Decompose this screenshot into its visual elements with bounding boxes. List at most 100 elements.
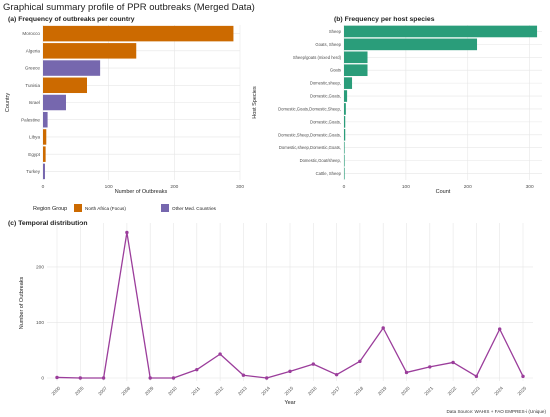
x-tick-label: 300 — [526, 184, 534, 190]
x-axis-label: Count — [436, 189, 451, 195]
data-point — [218, 352, 222, 356]
bar-greece — [43, 60, 101, 76]
y-tick-label: Domestic,Goats, — [310, 94, 341, 99]
data-point — [195, 367, 199, 372]
x-axis-label: Year — [284, 400, 295, 406]
x-tick-label: 2018 — [353, 385, 364, 396]
bar-morocco — [43, 25, 234, 42]
y-tick-label: Domestic,Sheep,Domestic,Goats, — [278, 132, 341, 137]
panel-c-title: (c) Temporal distribution — [8, 220, 88, 227]
legend-key-north-africa — [74, 204, 82, 212]
bar-palestine — [43, 111, 48, 128]
x-tick-label: 200 — [464, 184, 472, 190]
y-tick-label: 100 — [36, 320, 44, 326]
data-point — [358, 359, 362, 364]
x-tick-label: 2024 — [493, 385, 504, 396]
y-tick-label: Tunisia — [25, 83, 40, 88]
x-tick-label: 2011 — [190, 385, 201, 396]
data-point — [381, 326, 385, 330]
data-point — [498, 327, 502, 331]
x-tick-label: 2020 — [400, 385, 411, 396]
data-point — [101, 376, 106, 380]
data-point — [148, 376, 152, 380]
y-tick-label: 200 — [36, 264, 44, 270]
bar-host-species — [344, 103, 346, 115]
data-point — [171, 376, 176, 380]
bar-host-species — [344, 64, 368, 77]
bar-host-species — [344, 25, 538, 38]
data-point — [55, 375, 59, 380]
bar-host-species — [344, 116, 346, 128]
data-point — [125, 230, 129, 235]
bar-tunisia — [43, 77, 87, 94]
x-tick-label: 0 — [343, 184, 346, 190]
x-tick-label: 2008 — [120, 385, 131, 396]
bar-host-species — [344, 38, 478, 51]
bar-host-species — [344, 128, 346, 141]
legend-label: Other Med. Countries — [172, 206, 217, 211]
bar-libya — [43, 129, 47, 145]
x-tick-label: 100 — [402, 184, 410, 190]
y-tick-label: Palestine — [21, 117, 40, 122]
y-tick-label: 0 — [41, 376, 44, 382]
x-axis-label: Number of Outbreaks — [115, 189, 168, 195]
x-tick-label: 2022 — [447, 385, 458, 396]
y-tick-label: Turkey — [26, 169, 41, 174]
y-tick-label: Algeria — [26, 48, 41, 53]
legend-key-other-med — [161, 204, 169, 212]
y-tick-label: Domestic,Goats,Domestic,Sheep, — [278, 106, 341, 111]
x-tick-label: 2021 — [423, 385, 434, 396]
y-axis-label: Number of Outbreaks — [19, 276, 25, 329]
y-tick-label: Egypt — [28, 152, 40, 157]
x-tick-label: 2005 — [74, 385, 85, 396]
y-tick-label: Sheep/goats (mixed herd) — [293, 55, 342, 60]
panel-temporal-distribution: (c) Temporal distribution 0 100 200 2000 2005… — [8, 220, 533, 406]
x-tick-label: 2023 — [470, 385, 481, 396]
y-tick-label: Domestic,Goat/sheep, — [300, 158, 341, 163]
bar-host-species — [344, 51, 368, 64]
panel-host-species: (b) Frequency per host species 0 100 200 300… — [252, 16, 542, 195]
x-tick-label: 2000 — [51, 385, 62, 396]
panel-a-title: (a) Frequency of outbreaks per country — [8, 16, 135, 23]
data-point — [78, 376, 83, 380]
bar-host-species — [344, 154, 345, 167]
data-point — [241, 373, 246, 377]
x-tick-label: 2019 — [377, 385, 388, 396]
data-point — [474, 374, 479, 379]
bar-host-species — [344, 77, 353, 89]
data-point — [404, 370, 409, 375]
x-tick-label: 2012 — [214, 385, 225, 396]
x-tick-label: 300 — [236, 184, 244, 190]
y-tick-label: Greece — [25, 66, 41, 71]
x-tick-label: 2014 — [260, 385, 271, 396]
y-tick-label: Domestic,sheep, — [310, 81, 341, 86]
legend-label: North Africa (Focus) — [85, 206, 126, 211]
y-tick-label: Goats — [330, 68, 341, 73]
x-tick-label: 2009 — [144, 385, 155, 396]
y-tick-label: Domestic,Goats, — [310, 119, 341, 124]
data-source-note: Data Source: WAHIS + FAO EMPRES-i (Uniqu… — [446, 409, 546, 414]
bar-israel — [43, 94, 66, 111]
x-tick-label: 2015 — [284, 385, 295, 396]
y-tick-label: Sheep — [329, 29, 342, 34]
x-tick-label: 2025 — [517, 385, 528, 396]
bar-host-species — [344, 90, 348, 102]
x-tick-label: 2017 — [330, 385, 341, 396]
bar-egypt — [43, 146, 46, 162]
legend-title: Region Group — [33, 206, 67, 212]
x-tick-label: 100 — [105, 184, 113, 190]
y-tick-label: Goats, Sheep — [315, 42, 341, 47]
y-tick-label: Domestic,sheep,Domestic,Goats, — [279, 145, 341, 150]
bar-host-species — [344, 167, 345, 180]
data-point — [265, 376, 269, 380]
panel-b-title: (b) Frequency per host species — [334, 16, 435, 23]
x-tick-label: 2007 — [97, 385, 108, 396]
x-tick-label: 2010 — [167, 385, 178, 396]
y-tick-label: Cattle, Sheep — [316, 171, 342, 176]
bar-host-species — [344, 141, 345, 154]
y-tick-label: Israel — [29, 100, 40, 105]
x-tick-label: 2016 — [307, 385, 318, 396]
data-point — [521, 374, 525, 379]
data-point — [428, 365, 432, 369]
